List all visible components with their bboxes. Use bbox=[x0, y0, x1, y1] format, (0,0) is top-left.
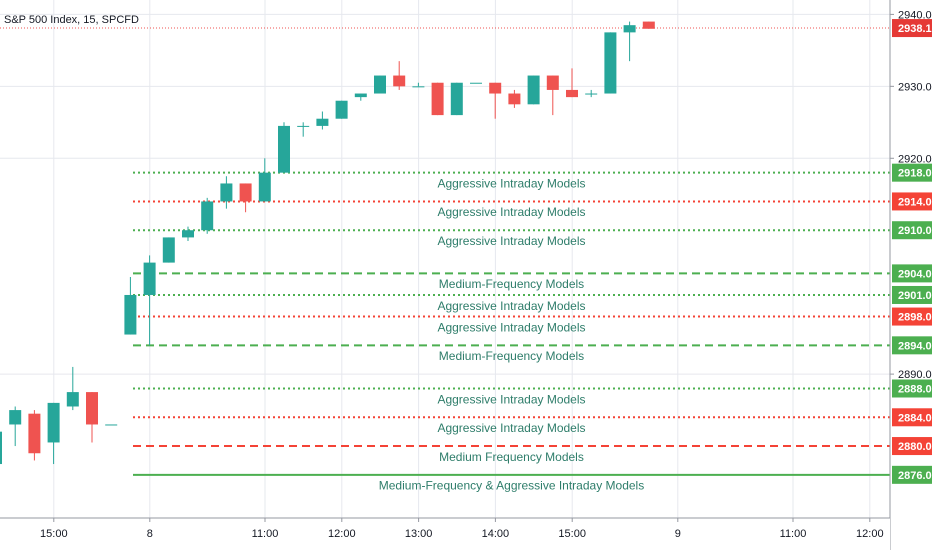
level-price-tag bbox=[892, 336, 932, 355]
candle-body bbox=[86, 392, 98, 425]
candle-body bbox=[66, 392, 79, 407]
level-annotation-label: Aggressive Intraday Models bbox=[437, 320, 585, 334]
candle-body bbox=[527, 75, 540, 105]
candle-body bbox=[316, 118, 329, 126]
candle-body bbox=[546, 75, 559, 90]
candles bbox=[0, 21, 655, 465]
price-tick-label: 2920.0 bbox=[898, 153, 932, 165]
candle-body bbox=[258, 172, 271, 202]
level-price-tag bbox=[892, 307, 932, 326]
candle-body bbox=[182, 230, 194, 238]
symbol-title: S&P 500 Index, 15, SPCFD bbox=[4, 14, 139, 26]
time-tick-label: 13:00 bbox=[405, 528, 433, 540]
price-tick-label: 2940.0 bbox=[898, 9, 932, 21]
level-annotation-label: Aggressive Intraday Models bbox=[437, 205, 585, 219]
candle-body bbox=[162, 237, 175, 263]
candle-body bbox=[201, 201, 214, 231]
level-lines bbox=[0, 27, 890, 476]
candle-body bbox=[585, 93, 598, 95]
level-price-label: 2876.0 bbox=[898, 470, 932, 482]
level-annotation-label: Aggressive Intraday Models bbox=[437, 176, 585, 190]
candle-body bbox=[0, 431, 2, 465]
candle-body bbox=[450, 82, 463, 116]
level-price-tag bbox=[892, 379, 932, 398]
candle-body bbox=[566, 89, 578, 98]
level-price-label: 2898.0 bbox=[898, 312, 932, 324]
time-tick-label: 9 bbox=[675, 528, 681, 540]
candle-body bbox=[412, 86, 425, 88]
level-annotation-label: Medium-Frequency Models bbox=[439, 349, 584, 363]
level-price-label: 2888.0 bbox=[898, 384, 932, 396]
price-tick-label: 2930.0 bbox=[898, 81, 932, 93]
time-tick-label: 14:00 bbox=[482, 528, 510, 540]
candle-body bbox=[28, 413, 41, 454]
candle-body bbox=[47, 402, 60, 443]
time-tick-label: 8 bbox=[147, 528, 153, 540]
level-annotation-label: Aggressive Intraday Models bbox=[437, 234, 585, 248]
current-price-tag bbox=[892, 19, 932, 38]
time-axis-background bbox=[0, 518, 890, 550]
time-tick-label: 12:00 bbox=[328, 528, 356, 540]
candle-body bbox=[470, 82, 482, 84]
level-annotation-label: Aggressive Intraday Models bbox=[437, 299, 585, 313]
candle-body bbox=[431, 82, 444, 116]
price-axis[interactable]: 2940.0 2930.0 2920.0 2890.0 2918.0 2914.0 2910… bbox=[889, 0, 932, 550]
candle-body bbox=[623, 25, 636, 33]
candle-body bbox=[354, 93, 367, 98]
time-tick-label: 12:00 bbox=[856, 528, 884, 540]
time-tick-label: 11:00 bbox=[252, 528, 279, 540]
level-price-tag bbox=[892, 163, 932, 182]
level-price-tag bbox=[892, 285, 932, 304]
level-price-label: 2884.0 bbox=[898, 412, 932, 424]
candle-body bbox=[297, 125, 310, 127]
candle-body bbox=[143, 262, 156, 295]
candle-body bbox=[642, 21, 655, 29]
level-annotation-label: Aggressive Intraday Models bbox=[437, 392, 585, 406]
candle-body bbox=[393, 75, 406, 87]
level-annotations: Aggressive Intraday Models Aggressive Int… bbox=[379, 176, 644, 492]
level-price-tag bbox=[892, 465, 932, 484]
time-axis[interactable]: 15:00 8 11:00 12:00 13:00 14:00 15:00 9 11:00 12:… bbox=[0, 517, 890, 550]
candle-body bbox=[489, 82, 502, 94]
candle-body bbox=[220, 183, 233, 202]
grid-lines bbox=[0, 0, 890, 518]
candle-body bbox=[105, 424, 118, 426]
level-price-label: 2901.0 bbox=[898, 290, 932, 302]
time-tick-label: 15:00 bbox=[558, 528, 586, 540]
level-price-tag bbox=[892, 437, 932, 456]
candle-body bbox=[374, 75, 386, 94]
level-annotation-label: Medium-Frequency Models bbox=[439, 277, 584, 291]
current-price-label: 2938.1 bbox=[898, 23, 932, 35]
candle-body bbox=[278, 125, 290, 173]
level-annotation-label: Aggressive Intraday Models bbox=[437, 421, 585, 435]
candle-body bbox=[9, 410, 22, 425]
level-annotation-label: Medium Frequency Models bbox=[439, 450, 584, 464]
level-price-label: 2918.0 bbox=[898, 168, 932, 180]
level-price-label: 2904.0 bbox=[898, 268, 932, 280]
level-price-tag bbox=[892, 221, 932, 240]
level-price-tag bbox=[892, 408, 932, 427]
candle-body bbox=[239, 183, 252, 202]
time-tick-label: 11:00 bbox=[780, 528, 807, 540]
level-price-label: 2910.0 bbox=[898, 225, 932, 237]
candle-body bbox=[124, 294, 137, 335]
time-tick-label: 15:00 bbox=[40, 528, 68, 540]
level-price-label: 2880.0 bbox=[898, 441, 932, 453]
price-tick-label: 2890.0 bbox=[898, 369, 932, 381]
level-price-tag bbox=[892, 192, 932, 211]
level-annotation-label: Medium-Frequency & Aggressive Intraday M… bbox=[379, 479, 644, 493]
level-price-label: 2914.0 bbox=[898, 196, 932, 208]
candle-body bbox=[508, 93, 521, 105]
level-price-tag bbox=[892, 264, 932, 283]
level-price-label: 2894.0 bbox=[898, 340, 932, 352]
candle-body bbox=[604, 32, 617, 94]
candle-body bbox=[335, 100, 348, 119]
